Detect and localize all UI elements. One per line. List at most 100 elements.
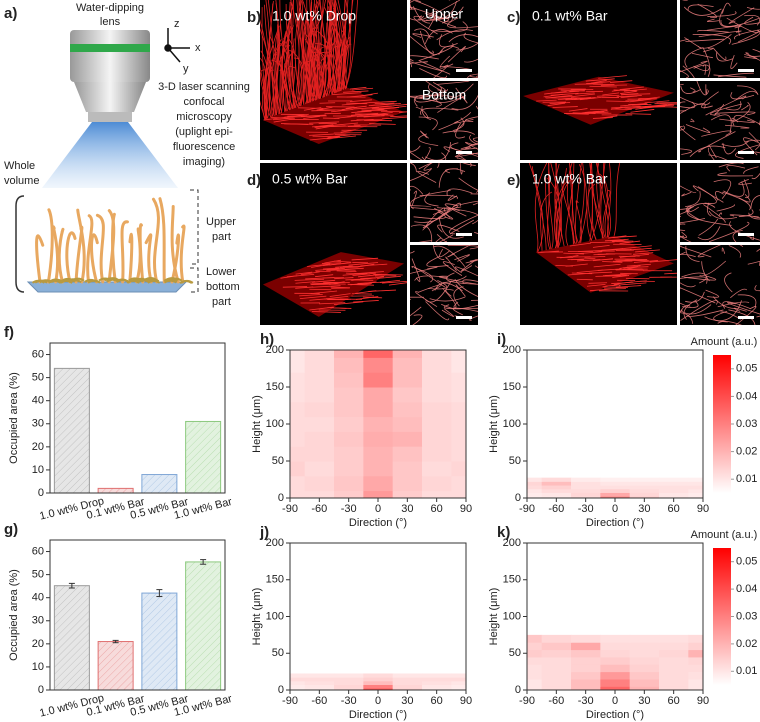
fiber bbox=[446, 272, 478, 285]
x-tick-label: 60 bbox=[668, 503, 680, 515]
fiber bbox=[728, 245, 742, 258]
micrographs: b) 1.0 wt% Drop Upper Bottom c) 0.1 wt% Bar d)… bbox=[247, 0, 760, 325]
fiber-base bbox=[147, 279, 161, 284]
heatmap-cell bbox=[659, 481, 689, 486]
fiber bbox=[418, 133, 439, 147]
fiber bbox=[329, 122, 359, 126]
fiber bbox=[622, 245, 652, 250]
fiber bbox=[557, 97, 578, 101]
fiber bbox=[295, 286, 314, 289]
heatmap-cell bbox=[629, 671, 660, 680]
fiber bbox=[86, 214, 94, 284]
heatmap-cell bbox=[334, 673, 364, 678]
fiber bbox=[680, 102, 681, 104]
image-title: 1.0 wt% Bar bbox=[532, 171, 608, 187]
fiber bbox=[685, 38, 724, 42]
heatmap-cell bbox=[363, 490, 394, 498]
fiber bbox=[331, 125, 361, 127]
fiber bbox=[449, 214, 478, 235]
micrograph-bg bbox=[410, 163, 478, 242]
fiber bbox=[303, 107, 322, 111]
heatmap-cell bbox=[659, 656, 689, 665]
heatmap-cell bbox=[290, 490, 306, 498]
micrograph bbox=[410, 163, 478, 242]
fiber bbox=[321, 262, 342, 264]
fiber bbox=[324, 259, 342, 264]
fiber bbox=[707, 18, 720, 23]
x-tick-label: 30 bbox=[638, 695, 650, 707]
fiber bbox=[327, 307, 347, 309]
fiber bbox=[415, 106, 429, 119]
heatmap-cell bbox=[334, 677, 364, 682]
y-tick-label: 20 bbox=[32, 441, 44, 453]
fiber bbox=[635, 249, 660, 253]
fiber bbox=[619, 86, 644, 90]
fiber bbox=[571, 257, 596, 261]
fiber bbox=[326, 295, 349, 300]
heatmap-cell bbox=[571, 664, 601, 673]
fiber bbox=[713, 103, 724, 117]
fiber-base bbox=[66, 278, 80, 283]
fiber bbox=[374, 102, 395, 105]
fiber bbox=[410, 185, 424, 195]
y-tick-label: 50 bbox=[32, 372, 44, 384]
heatmap-cell bbox=[600, 477, 631, 482]
fiber bbox=[701, 91, 719, 109]
fiber bbox=[741, 104, 749, 111]
heatmap-cell bbox=[363, 446, 394, 462]
fiber bbox=[348, 262, 379, 266]
fiber bbox=[437, 97, 465, 113]
panel-label: d) bbox=[247, 172, 261, 189]
fiber bbox=[611, 108, 632, 110]
fiber bbox=[707, 11, 737, 17]
fiber bbox=[356, 115, 380, 118]
heatmap-cell bbox=[304, 677, 335, 682]
fiber bbox=[438, 275, 477, 285]
heatmap-cell bbox=[527, 492, 543, 497]
fiber bbox=[680, 282, 696, 288]
fiber bbox=[611, 238, 629, 243]
fiber bbox=[680, 215, 706, 224]
fiber bbox=[644, 104, 675, 107]
bracket bbox=[190, 189, 199, 265]
fiber bbox=[350, 112, 379, 116]
fiber bbox=[298, 0, 312, 103]
fiber bbox=[447, 17, 478, 29]
fiber bbox=[333, 301, 364, 306]
x-tick-label: 90 bbox=[460, 503, 472, 515]
fiber bbox=[738, 23, 744, 36]
y-tick-label: 40 bbox=[32, 395, 44, 407]
x-tick-label: 90 bbox=[697, 503, 709, 515]
fiber bbox=[697, 226, 721, 241]
fiber bbox=[680, 60, 708, 73]
panel-label: b) bbox=[247, 9, 261, 26]
fiber bbox=[597, 268, 622, 271]
fiber bbox=[726, 165, 746, 172]
fiber bbox=[76, 208, 86, 284]
fiber bbox=[730, 91, 755, 100]
heatmap-cell bbox=[571, 678, 601, 687]
fiber bbox=[309, 298, 327, 301]
y-tick-label: 0 bbox=[278, 492, 284, 504]
fiber-base bbox=[98, 277, 112, 282]
fiber bbox=[713, 179, 732, 199]
fiber bbox=[744, 14, 760, 26]
fiber bbox=[606, 163, 612, 238]
fiber bbox=[398, 111, 407, 114]
fiber bbox=[170, 205, 180, 284]
fiber bbox=[319, 302, 346, 305]
axes-glyph bbox=[164, 28, 190, 63]
fiber bbox=[610, 80, 633, 83]
fiber bbox=[685, 191, 701, 208]
fiber bbox=[744, 53, 758, 59]
y-tick-label: 60 bbox=[32, 545, 44, 557]
heatmap-cell bbox=[422, 490, 452, 498]
fiber bbox=[291, 38, 299, 107]
axis-label: y bbox=[183, 63, 189, 75]
fiber bbox=[592, 244, 610, 248]
region-label: part bbox=[212, 296, 231, 308]
error-bar bbox=[112, 639, 119, 644]
fiber bbox=[432, 82, 447, 92]
fiber bbox=[561, 180, 575, 245]
heatmap-cell bbox=[688, 642, 703, 651]
